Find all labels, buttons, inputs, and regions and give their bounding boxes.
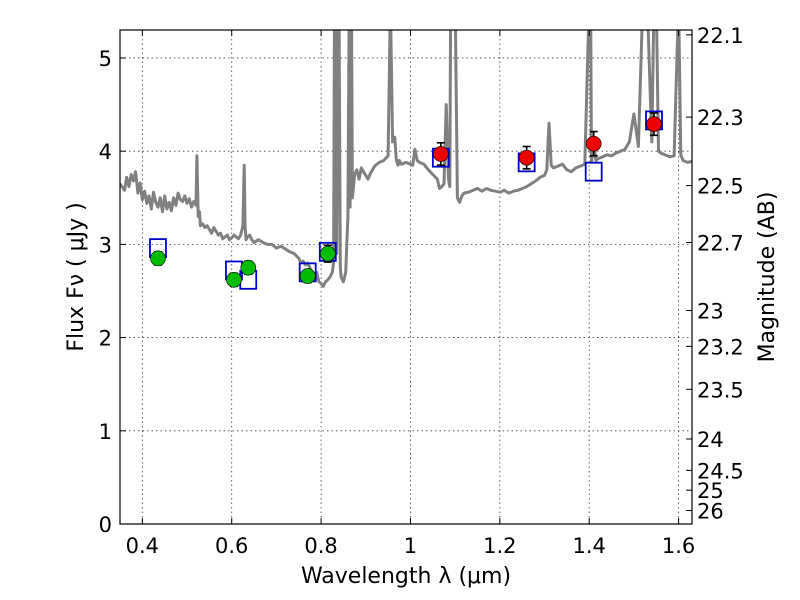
axis-ticks: 0.4 0.6 0.8 1 1.2 1.4 1.601234522.122.322.522.…: [99, 24, 744, 558]
optical-point: [319, 245, 336, 262]
y-tick-label: 0: [99, 513, 112, 537]
mag-tick-label: 25: [697, 479, 724, 503]
x-tick-label: 0.6: [215, 534, 248, 558]
optical-point: [299, 268, 316, 284]
x-tick-label: 1.6: [662, 534, 695, 558]
x-axis-label: Wavelength λ (μm): [301, 564, 511, 589]
mag-tick-label: 24.5: [697, 459, 744, 483]
mag-tick-label: 23.5: [697, 378, 744, 402]
mag-tick-label: 22.3: [697, 106, 744, 130]
x-tick-label: 1.4: [573, 534, 606, 558]
optical-point: [150, 250, 166, 267]
y-tick-label: 5: [99, 47, 112, 71]
x-tick-label: 1.2: [483, 534, 516, 558]
x-tick-label: 0.8: [304, 534, 337, 558]
x-tick-label: 0.4: [126, 534, 159, 558]
mag-tick-label: 24: [697, 428, 724, 452]
near-ir-point: [585, 135, 602, 152]
optical-point: [226, 271, 242, 288]
x-tick-label: 1: [404, 534, 417, 558]
near-ir-point: [518, 149, 535, 166]
model-flux-box: [584, 161, 603, 182]
near-ir-point: [646, 116, 662, 132]
mag-tick-label: 23: [697, 299, 724, 323]
y-tick-label: 3: [99, 233, 112, 257]
y-axis-label: Flux Fν ( μJy ): [64, 202, 89, 351]
mag-tick-label: 26: [697, 500, 724, 524]
optical-point: [240, 259, 257, 276]
near-ir-point: [433, 146, 449, 162]
y-tick-label: 1: [99, 420, 112, 444]
template-spectrum-line: [120, 30, 692, 288]
grid: [120, 30, 692, 525]
mag-tick-label: 22.5: [697, 175, 744, 199]
y-tick-label: 4: [99, 140, 112, 164]
plot-frame: [119, 29, 693, 525]
y-tick-label: 2: [99, 327, 112, 351]
y2-axis-label: Magnitude (AB): [755, 192, 780, 363]
mag-tick-label: 23.2: [697, 335, 744, 359]
plot-area: [120, 30, 692, 290]
mag-tick-label: 22.1: [697, 24, 744, 48]
mag-tick-label: 22.7: [697, 232, 744, 256]
